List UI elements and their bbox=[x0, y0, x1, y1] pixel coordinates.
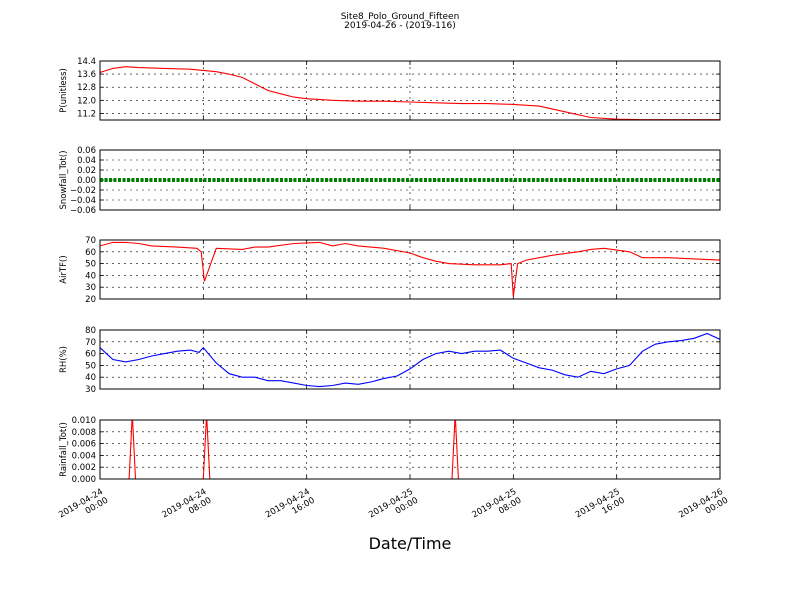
panel-4-frame bbox=[99, 419, 721, 480]
panel-3-series-line bbox=[100, 332, 720, 388]
panel-3-ylabel: RH(%) bbox=[59, 346, 69, 373]
panel-2-frame bbox=[99, 239, 721, 300]
panel-3-ytick-label-4: 70 bbox=[85, 338, 96, 348]
panel-1-ytick-label-1: −0.04 bbox=[70, 196, 96, 206]
panel-0-ytick-label-3: 13.6 bbox=[77, 70, 96, 80]
panel-4-ytick-label-1: 0.002 bbox=[72, 463, 96, 473]
panel-2-ytick-label-2: 40 bbox=[85, 271, 96, 281]
panel-1-frame bbox=[99, 149, 721, 211]
panel-0-ylabel: P(unitless) bbox=[59, 68, 69, 113]
panel-0-frame bbox=[99, 60, 721, 121]
panel-4-ytick-label-3: 0.006 bbox=[72, 440, 96, 450]
panel-0-series-line bbox=[100, 66, 720, 120]
panel-3-ytick-label-1: 40 bbox=[85, 373, 96, 383]
panel-1-ytick-label-3: 0.00 bbox=[77, 176, 96, 186]
panel-4-series-line bbox=[100, 420, 720, 479]
panel-2-series-line bbox=[100, 241, 720, 297]
panel-2-ytick-label-1: 30 bbox=[85, 283, 96, 293]
panel-1-ylabel: Snowfall_Tot() bbox=[59, 150, 69, 209]
panel-2-ylabel: AirTF() bbox=[59, 255, 69, 283]
panel-0-ytick-label-1: 12.0 bbox=[77, 96, 96, 106]
panel-3-ytick-label-2: 50 bbox=[85, 361, 96, 371]
panel-1-ytick-label-6: 0.06 bbox=[77, 146, 96, 156]
panel-4-ylabel: Rainfall_Tot() bbox=[59, 422, 69, 477]
panel-2-ytick-label-5: 70 bbox=[85, 236, 96, 246]
panel-4-ytick-label-5: 0.010 bbox=[72, 416, 96, 426]
panel-3-ytick-label-5: 80 bbox=[85, 326, 96, 336]
panel-2-ytick-label-0: 20 bbox=[85, 295, 96, 305]
panel-2-ytick-label-4: 60 bbox=[85, 248, 96, 258]
chart-subtitle: 2019-04-26 - (2019-116) bbox=[344, 21, 456, 31]
panel-1-ytick-label-2: −0.02 bbox=[70, 186, 96, 196]
panel-0-ytick-label-0: 11.2 bbox=[77, 109, 96, 119]
x-axis-label: Date/Time bbox=[368, 534, 452, 553]
panel-0-ytick-label-2: 12.8 bbox=[77, 83, 96, 93]
panel-0-ytick-label-4: 14.4 bbox=[77, 57, 96, 67]
panel-1-ytick-label-0: −0.06 bbox=[70, 206, 96, 216]
panel-3-ytick-label-3: 60 bbox=[85, 350, 96, 360]
panel-1-ytick-label-5: 0.04 bbox=[77, 156, 96, 166]
panel-2-ytick-label-3: 50 bbox=[85, 260, 96, 270]
panel-1-ytick-label-4: 0.02 bbox=[77, 166, 96, 176]
panel-4-ytick-label-0: 0.000 bbox=[72, 475, 96, 485]
panel-3-ytick-label-0: 30 bbox=[85, 385, 96, 395]
panel-4-ytick-label-4: 0.008 bbox=[72, 428, 96, 438]
panel-3-frame bbox=[99, 329, 721, 390]
panel-4-ytick-label-2: 0.004 bbox=[72, 451, 96, 461]
chart-title: Site8_Polo_Ground_Fifteen bbox=[340, 12, 460, 22]
